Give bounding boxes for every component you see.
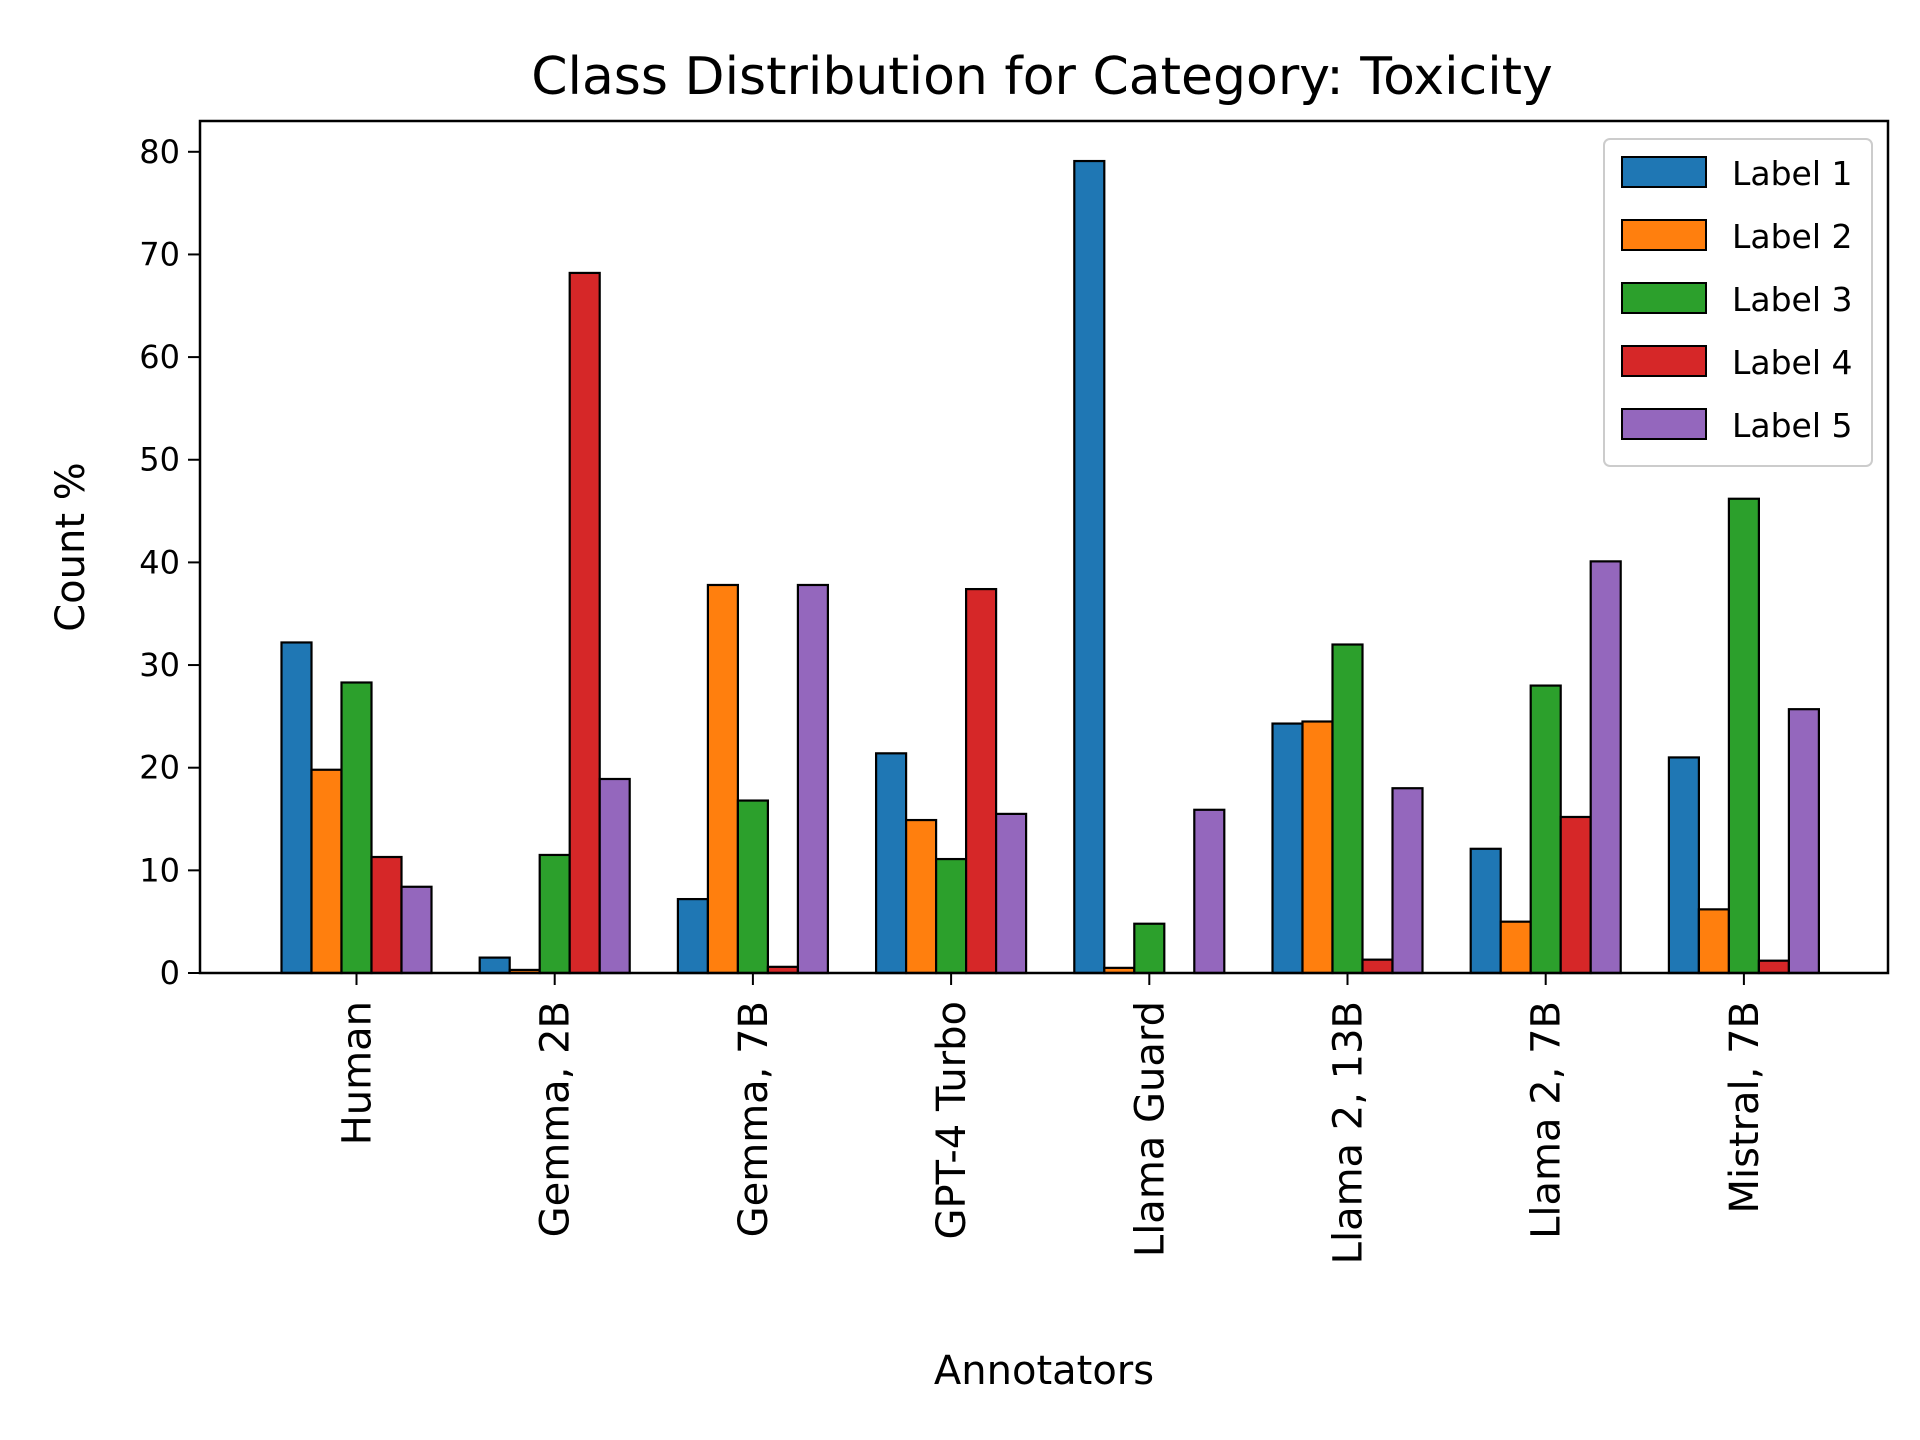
- bar-label-1-gpt-4-turbo: [874, 752, 908, 975]
- bar-label-4-mistral-7b: [1757, 959, 1791, 975]
- bar-label-2-llama-2-7b: [1499, 920, 1532, 975]
- legend-swatch: [1621, 156, 1707, 188]
- y-tick-label: 10: [139, 851, 180, 889]
- bar-label-4-gpt-4-turbo: [964, 587, 998, 975]
- y-tick-label: 80: [139, 133, 180, 171]
- x-axis-label: Annotators: [934, 1348, 1154, 1394]
- x-tick-label: Mistral, 7B: [1722, 1001, 1768, 1214]
- legend-label: Label 4: [1732, 343, 1853, 382]
- plot-frame: [198, 119, 1890, 975]
- bar-label-1-llama-2-13b: [1271, 722, 1304, 975]
- bar-label-1-mistral-7b: [1667, 756, 1701, 975]
- bar-label-3-human: [340, 681, 373, 975]
- bar-label-2-gpt-4-turbo: [904, 818, 938, 975]
- y-tick-label: 0: [160, 954, 180, 992]
- bar-label-5-llama-2-7b: [1589, 560, 1622, 975]
- y-tick-label: 40: [139, 543, 180, 581]
- legend-label: Label 5: [1732, 406, 1853, 445]
- bar-label-5-gemma-7b: [796, 583, 830, 975]
- bar-label-5-human: [400, 885, 433, 975]
- legend-label: Label 3: [1732, 280, 1853, 319]
- bar-label-2-gemma-7b: [706, 583, 740, 975]
- legend-swatch: [1621, 345, 1707, 377]
- bar-label-5-llama-guard: [1193, 808, 1226, 975]
- x-tick-label: Llama 2, 13B: [1326, 1001, 1372, 1264]
- bars-layer: [280, 159, 1821, 975]
- legend: Label 1 Label 2 Label 3 Label 4 Label 5: [1603, 138, 1873, 467]
- bar-label-1-human: [280, 641, 313, 975]
- bar-label-2-llama-2-13b: [1301, 720, 1334, 975]
- bar-label-4-human: [370, 855, 403, 975]
- bar-label-5-gemma-2b: [598, 777, 631, 975]
- y-axis-label: Count %: [48, 462, 94, 632]
- bar-label-3-gpt-4-turbo: [934, 857, 968, 975]
- x-tick-label: Llama Guard: [1127, 1001, 1173, 1257]
- bar-label-3-gemma-2b: [538, 853, 571, 975]
- x-axis: Human Gemma, 2B Gemma, 7B GPT-4 Turbo Llama …: [335, 973, 1768, 1264]
- bar-label-5-mistral-7b: [1787, 708, 1821, 975]
- bar-label-1-gemma-2b: [478, 956, 511, 975]
- bar-label-1-llama-2-7b: [1469, 847, 1502, 975]
- x-tick-label: Human: [335, 1001, 381, 1145]
- legend-label: Label 1: [1732, 154, 1853, 193]
- bar-label-3-llama-2-13b: [1331, 643, 1364, 975]
- legend-swatch: [1621, 219, 1707, 251]
- x-tick-label: Gemma, 2B: [533, 1001, 579, 1237]
- bar-label-2-human: [310, 768, 343, 975]
- bar-label-3-gemma-7b: [736, 799, 770, 975]
- y-tick-label: 50: [139, 441, 180, 479]
- bar-label-1-gemma-7b: [676, 897, 710, 975]
- bar-label-4-llama-2-7b: [1559, 815, 1592, 975]
- bar-label-4-gemma-2b: [568, 271, 601, 975]
- legend-swatch: [1621, 282, 1707, 314]
- bar-label-5-llama-2-13b: [1391, 787, 1424, 975]
- y-tick-label: 20: [139, 749, 180, 787]
- bar-label-3-llama-2-7b: [1529, 684, 1562, 975]
- y-axis: 0 10 20 30 40 50 60 70 80: [139, 133, 200, 992]
- bar-label-3-llama-guard: [1133, 922, 1166, 975]
- y-tick-label: 60: [139, 338, 180, 376]
- bar-label-2-mistral-7b: [1697, 908, 1731, 975]
- bar-label-1-llama-guard: [1073, 159, 1106, 975]
- y-tick-label: 30: [139, 646, 180, 684]
- chart-title: Class Distribution for Category: Toxicit…: [531, 47, 1553, 107]
- bar-label-5-gpt-4-turbo: [994, 812, 1028, 975]
- legend-label: Label 2: [1732, 217, 1853, 256]
- x-tick-label: Gemma, 7B: [731, 1001, 777, 1237]
- x-tick-label: Llama 2, 7B: [1524, 1001, 1570, 1239]
- bar-label-3-mistral-7b: [1727, 497, 1761, 975]
- bar-label-4-llama-2-13b: [1361, 958, 1394, 975]
- x-tick-label: GPT-4 Turbo: [929, 1001, 975, 1240]
- legend-swatch: [1621, 408, 1707, 440]
- y-tick-label: 70: [139, 235, 180, 273]
